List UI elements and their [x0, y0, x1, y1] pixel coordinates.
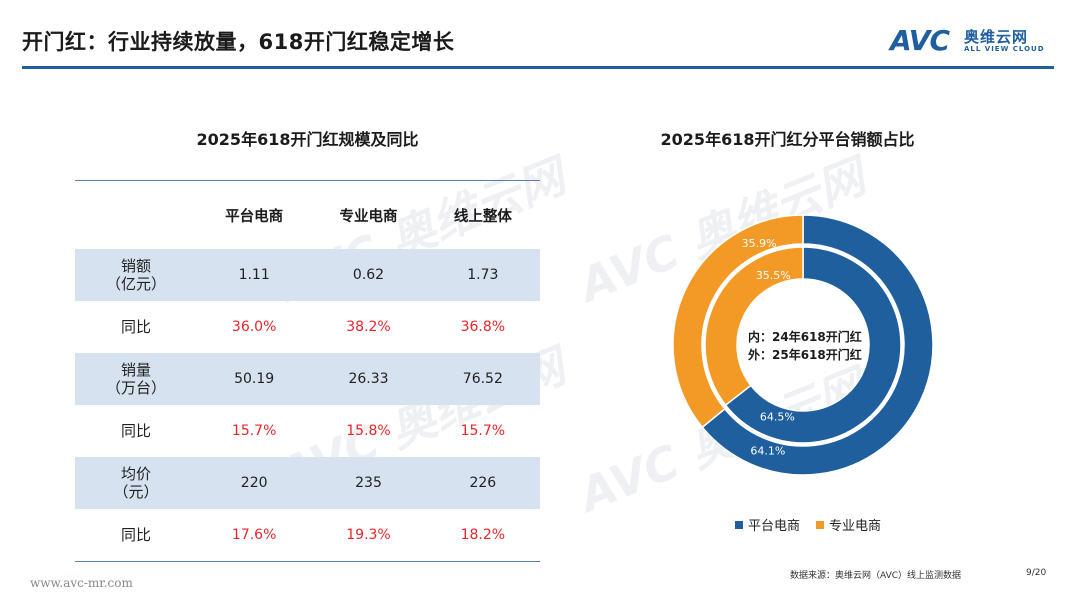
row-label: 销额 （亿元） [75, 249, 197, 301]
table-cell: 38.2% [346, 319, 391, 335]
table-row: 均价 （元） 220 235 226 [75, 457, 540, 509]
row-label: 销量 （万台） [75, 353, 197, 405]
donut-data-label: 64.5% [760, 411, 795, 424]
table-header-cell [75, 180, 197, 249]
donut-slice-outer-0 [701, 214, 934, 476]
logo-en-text: ALL VIEW CLOUD [964, 45, 1045, 53]
legend-item: 专业电商 [816, 515, 881, 534]
table-cell: 17.6% [197, 509, 312, 562]
table-header-cell: 专业电商 [311, 180, 426, 249]
row-label-main: 销量 [120, 361, 151, 379]
table-cell: 1.73 [425, 249, 540, 301]
table-header-cell: 线上整体 [425, 180, 540, 249]
chart-title: 2025年618开门红分平台销额占比 [660, 130, 915, 149]
donut-data-label: 35.9% [742, 237, 777, 250]
row-label-main: 销额 [120, 257, 151, 275]
row-label-unit: （亿元） [105, 275, 166, 293]
row-label-main: 同比 [120, 422, 151, 440]
table-cell: 26.33 [311, 353, 426, 405]
donut-slice-inner-0 [724, 246, 902, 444]
table-cell: 36.8% [460, 319, 506, 335]
table-cell: 0.62 [311, 249, 426, 301]
legend-item: 平台电商 [735, 515, 800, 534]
table-header-row: 平台电商 专业电商 线上整体 [75, 180, 540, 249]
legend-label: 专业电商 [829, 519, 882, 534]
table-header-cell: 平台电商 [197, 180, 312, 249]
table-cell: 15.8% [346, 423, 391, 439]
table-row: 销额 （亿元） 1.11 0.62 1.73 [75, 249, 540, 301]
row-label-main: 同比 [120, 526, 151, 544]
table-cell: 235 [311, 457, 426, 509]
table-row: 同比 36.0% 38.2% 36.8% [75, 301, 540, 353]
row-label: 同比 [75, 301, 197, 353]
donut-center-label: 外：25年618开门红 [748, 347, 862, 362]
row-label-unit: （元） [113, 483, 159, 501]
table-cell: 15.7% [460, 423, 506, 439]
row-label-main: 同比 [120, 318, 151, 336]
table-row: 销量 （万台） 50.19 26.33 76.52 [75, 353, 540, 405]
legend-swatch-icon [816, 520, 825, 529]
avc-logo: AVC 奥维云网 ALL VIEW CLOUD [890, 24, 1060, 60]
table-cell: 18.2% [425, 509, 540, 562]
header-divider [22, 66, 1054, 69]
table-row: 同比 17.6% 19.3% 18.2% [75, 509, 540, 562]
table-cell: 76.52 [425, 353, 540, 405]
donut-slice-outer-1 [672, 214, 804, 429]
logo-cn-text: 奥维云网 [964, 28, 1029, 46]
donut-chart: 64.5% 35.5% 64.1% 35.9% 内：24年618开门红外：25年618开… [672, 214, 934, 476]
table-body: 销额 （亿元） 1.11 0.62 1.73 同比 36.0% 38.2% 36.8% 销量 （万台… [75, 249, 540, 562]
scale-table: 平台电商 专业电商 线上整体 销额 （亿元） 1.11 0.62 1.73 同比 36.0%… [75, 180, 540, 562]
donut-data-label: 64.1% [750, 444, 785, 457]
page-number: 9/20 [1026, 568, 1047, 578]
table-cell: 50.19 [197, 353, 312, 405]
donut-data-label: 35.5% [756, 269, 791, 282]
table-cell: 19.3% [311, 509, 426, 562]
logo-mark: AVC [890, 24, 950, 57]
row-label: 均价 （元） [75, 457, 197, 509]
footer-url: www.avc-mr.com [30, 576, 133, 590]
donut-center-label: 内：24年618开门红 [748, 329, 862, 344]
table-cell: 220 [197, 457, 312, 509]
page-title: 开门红：行业持续放量，618开门红稳定增长 [22, 30, 455, 54]
row-label: 同比 [75, 405, 197, 457]
footer-source: 数据来源：奥维云网（AVC）线上监测数据 [790, 571, 962, 581]
row-label-unit: （万台） [105, 379, 166, 397]
table-cell: 226 [425, 457, 540, 509]
table-cell: 36.0% [231, 319, 277, 335]
row-label: 同比 [75, 509, 197, 562]
donut-slice-inner-1 [704, 246, 804, 407]
chart-legend: 平台电商 专业电商 [735, 515, 881, 534]
legend-swatch-icon [735, 520, 743, 529]
table-cell: 1.11 [197, 249, 312, 301]
legend-label: 平台电商 [748, 519, 801, 534]
table-row: 同比 15.7% 15.8% 15.7% [75, 405, 540, 457]
table-cell: 15.7% [231, 423, 277, 439]
table-title: 2025年618开门红规模及同比 [196, 130, 419, 149]
row-label-main: 均价 [120, 465, 151, 483]
